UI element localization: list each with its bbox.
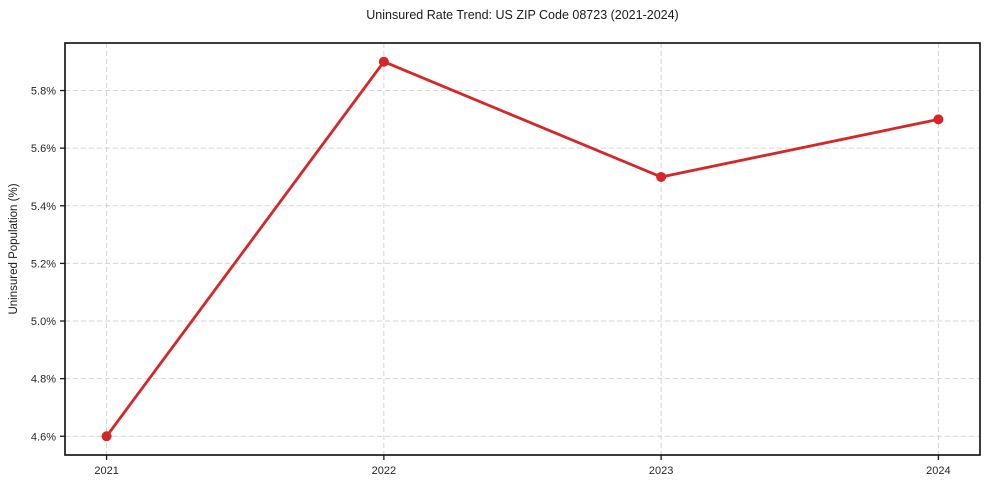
y-tick-label: 4.8%	[31, 374, 56, 386]
y-tick-label: 4.6%	[31, 431, 56, 443]
x-tick-label: 2021	[94, 465, 118, 477]
y-tick-label: 5.0%	[31, 316, 56, 328]
y-tick-label: 5.4%	[31, 201, 56, 213]
x-tick-label: 2023	[649, 465, 673, 477]
y-tick-label: 5.2%	[31, 258, 56, 270]
x-tick-label: 2024	[926, 465, 950, 477]
trend-line	[105, 60, 940, 438]
plot-frame	[64, 42, 981, 456]
y-tick-label: 5.8%	[31, 86, 56, 98]
y-tick-label: 5.6%	[31, 143, 56, 155]
chart-title: Uninsured Rate Trend: US ZIP Code 08723 …	[366, 8, 679, 22]
x-tick-label: 2022	[372, 465, 396, 477]
data-point-marker	[933, 114, 944, 125]
data-point-marker	[101, 431, 112, 442]
data-point-marker	[656, 171, 667, 182]
data-point-marker	[378, 56, 389, 67]
